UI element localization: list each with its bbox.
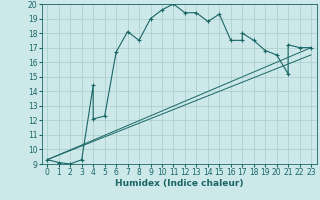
X-axis label: Humidex (Indice chaleur): Humidex (Indice chaleur): [115, 179, 244, 188]
